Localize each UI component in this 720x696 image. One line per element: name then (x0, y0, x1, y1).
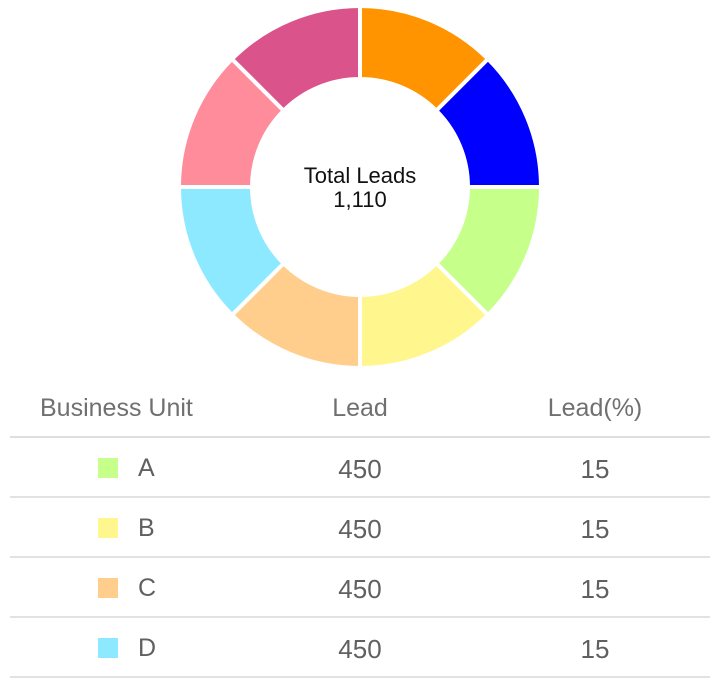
legend-swatch (98, 518, 118, 538)
lead-value: 450 (338, 634, 382, 664)
legend-swatch (98, 578, 118, 598)
table-row[interactable]: C 450 15 (10, 558, 710, 618)
lead-value: 450 (338, 454, 382, 484)
center-title: Total Leads (303, 163, 417, 188)
table-row[interactable]: D 450 15 (10, 618, 710, 678)
lead-value: 450 (338, 574, 382, 604)
donut-slice-8[interactable] (229, 3, 362, 114)
unit-name: D (138, 634, 157, 662)
donut-svg (179, 3, 541, 368)
lead-percent-value: 15 (580, 634, 610, 664)
donut-center-label: Total Leads 1,110 (260, 164, 460, 212)
unit-name: A (138, 454, 155, 482)
lead-percent-value: 15 (580, 454, 610, 484)
donut-chart: Total Leads 1,110 (179, 3, 541, 368)
lead-percent-value: 15 (580, 514, 610, 544)
table-row[interactable]: A 450 15 (10, 438, 710, 498)
header-lead: Lead (332, 394, 388, 422)
unit-name: B (138, 514, 155, 542)
unit-name: C (138, 574, 157, 602)
header-lead-percent: Lead(%) (547, 394, 643, 422)
table-row[interactable]: B 450 15 (10, 498, 710, 558)
center-value: 1,110 (333, 187, 387, 212)
lead-percent-value: 15 (580, 574, 610, 604)
legend-swatch (98, 638, 118, 658)
legend-swatch (98, 458, 118, 478)
table-header: Business Unit Lead Lead(%) (10, 378, 710, 438)
header-business-unit: Business Unit (40, 394, 193, 422)
lead-value: 450 (338, 514, 382, 544)
leads-table: Business Unit Lead Lead(%) A 450 15 B 45… (10, 378, 710, 678)
